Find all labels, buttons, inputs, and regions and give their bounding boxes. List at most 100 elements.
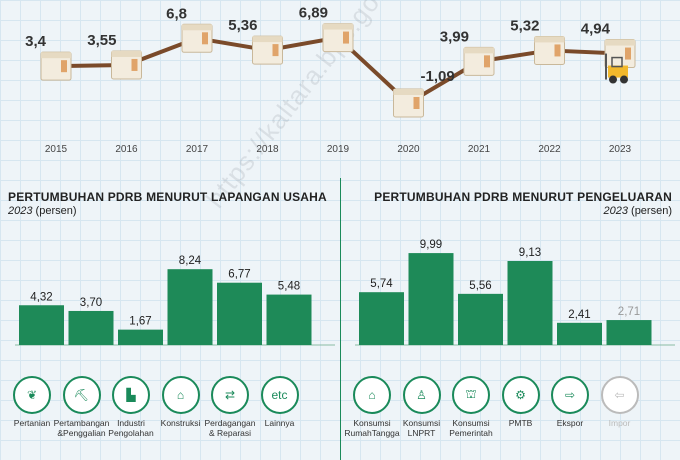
bar-value-label: 5,56: [469, 280, 491, 292]
point-value-label: 5,36: [228, 17, 257, 34]
category-label-line: Konsumsi: [402, 418, 441, 428]
category-label: Pertambangan &Penggalian: [50, 418, 114, 438]
right-chart-subtitle: 2023 (persen): [603, 205, 672, 217]
point-value-label: 4,94: [581, 21, 611, 38]
leaf-icon: ❦: [13, 376, 51, 414]
category-label: Konsumsi LNPRT: [390, 418, 454, 438]
data-point-box: [534, 35, 565, 65]
year-tick-label: 2015: [45, 144, 68, 155]
category-icon-item: ❦ Pertanian: [0, 376, 64, 428]
year-tick-label: 2017: [186, 144, 209, 155]
left-chart-subtitle: 2023 (persen): [8, 205, 77, 217]
category-label-line: Pemerintah: [449, 428, 493, 438]
year-tick-label: 2022: [538, 144, 561, 155]
category-icon-item: ⇦ Impor: [588, 376, 652, 428]
bar: [606, 320, 652, 345]
bar: [266, 294, 312, 345]
bar: [507, 261, 553, 345]
category-icon-item: ⛫ Konsumsi Pemerintah: [439, 376, 503, 438]
year-tick-label: 2020: [397, 144, 420, 155]
import-ship-icon: ⇦: [600, 376, 639, 414]
category-label-line: Pengolahan: [108, 428, 154, 438]
business-field-bar-chart: 4,32 3,70 1,67 8,24 6,77 5,48: [15, 255, 335, 346]
data-point-box: [252, 35, 283, 65]
category-icon-item: ⇨ Ekspor: [538, 376, 602, 428]
bar-value-label: 2,71: [618, 306, 640, 318]
gdp-growth-line-chart: 3,4 2015 3,55 2016 6,8 2017 5,36 2018 6,89 2019 -1…: [25, 5, 636, 155]
left-subtitle-unit: (persen): [35, 205, 77, 217]
data-point-box: [393, 88, 424, 118]
bar: [408, 253, 454, 345]
category-label-line: PMTB: [508, 418, 533, 428]
factory-icon: ▙: [112, 376, 150, 414]
bar-value-label: 2,41: [568, 309, 590, 321]
year-tick-label: 2018: [256, 144, 279, 155]
expenditure-bar-chart: 5,74 9,99 5,56 9,13 2,41 2,71: [355, 239, 675, 346]
point-value-label: 3,99: [440, 28, 469, 45]
category-icon-item: ⌂ Konstruksi: [149, 376, 213, 428]
bar-value-label: 5,48: [278, 281, 300, 293]
year-tick-label: 2021: [468, 144, 491, 155]
left-chart-title: PERTUMBUHAN PDRB MENURUT LAPANGAN USAHA: [8, 190, 327, 204]
category-label-line: LNPRT: [407, 428, 436, 438]
data-point-box: [322, 23, 354, 53]
bar: [359, 292, 404, 345]
point-value-label: 3,55: [87, 32, 116, 49]
bar: [557, 322, 602, 345]
bar: [217, 282, 262, 345]
bar: [68, 310, 114, 345]
category-label: Ekspor: [538, 418, 602, 428]
bar-value-label: 3,70: [80, 297, 102, 309]
bar-value-label: 8,24: [179, 255, 202, 267]
business-field-icons: ❦ Pertanian ⛏ Pertambangan &Penggalian ▙ Indus…: [0, 376, 340, 460]
category-label-line: Industri: [117, 418, 145, 428]
category-label: Konsumsi Pemerintah: [439, 418, 503, 438]
forklift-icon: [605, 53, 628, 84]
category-icon-item: ⌂ Konsumsi RumahTangga: [340, 376, 404, 438]
right-subtitle-unit: (persen): [631, 205, 672, 217]
bar-value-label: 6,77: [228, 269, 250, 281]
category-icon-item: ▙ Industri Pengolahan: [99, 376, 163, 438]
etc-icon: etc: [260, 376, 299, 414]
bar: [118, 329, 163, 345]
category-label-line: Ekspor: [556, 418, 584, 428]
bar: [19, 305, 64, 345]
point-value-label: 3,4: [25, 33, 47, 50]
bar-value-label: 1,67: [129, 316, 151, 328]
data-point-box: [40, 51, 72, 81]
category-icon-item: ♙ Konsumsi LNPRT: [390, 376, 454, 438]
right-subtitle-year: 2023: [603, 205, 628, 217]
person-icon: ♙: [402, 376, 441, 414]
year-tick-label: 2023: [609, 144, 632, 155]
data-point-box: [463, 46, 495, 76]
category-label-line: Lainnya: [264, 418, 295, 428]
oil-pump-icon: ⛏: [62, 376, 101, 414]
category-icon-item: ⚙ PMTB: [489, 376, 553, 428]
government-building-icon: ⛫: [452, 376, 490, 414]
category-label-line: Perdagangan: [204, 418, 256, 428]
category-label: Konsumsi RumahTangga: [340, 418, 404, 438]
right-chart-title: PERTUMBUHAN PDRB MENURUT PENGELUARAN: [374, 190, 672, 204]
data-point-box: [181, 23, 213, 53]
year-tick-label: 2016: [115, 144, 138, 155]
year-tick-label: 2019: [327, 144, 350, 155]
category-label-line: Konstruksi: [160, 418, 201, 428]
point-value-label: 6,89: [299, 5, 328, 22]
category-label: Pertanian: [0, 418, 64, 428]
data-point-box: [111, 50, 142, 80]
point-value-label: -1,09: [421, 68, 455, 85]
category-label-line: Konsumsi: [452, 418, 490, 428]
category-icon-item: ⇄ Perdagangan & Reparasi: [198, 376, 262, 438]
category-label: Lainnya: [248, 418, 312, 428]
data-point-box: [604, 39, 636, 69]
bar: [458, 293, 503, 345]
category-label: Konstruksi: [149, 418, 213, 428]
category-label-line: Pertambangan: [53, 418, 110, 428]
export-ship-icon: ⇨: [551, 376, 589, 414]
category-icon-item: ⛏ Pertambangan &Penggalian: [50, 376, 114, 438]
category-label: Industri Pengolahan: [99, 418, 163, 438]
category-label-line: Impor: [608, 418, 631, 428]
category-label: Impor: [588, 418, 652, 428]
left-subtitle-year: 2023: [8, 205, 33, 217]
category-label-line: RumahTangga: [344, 428, 400, 438]
